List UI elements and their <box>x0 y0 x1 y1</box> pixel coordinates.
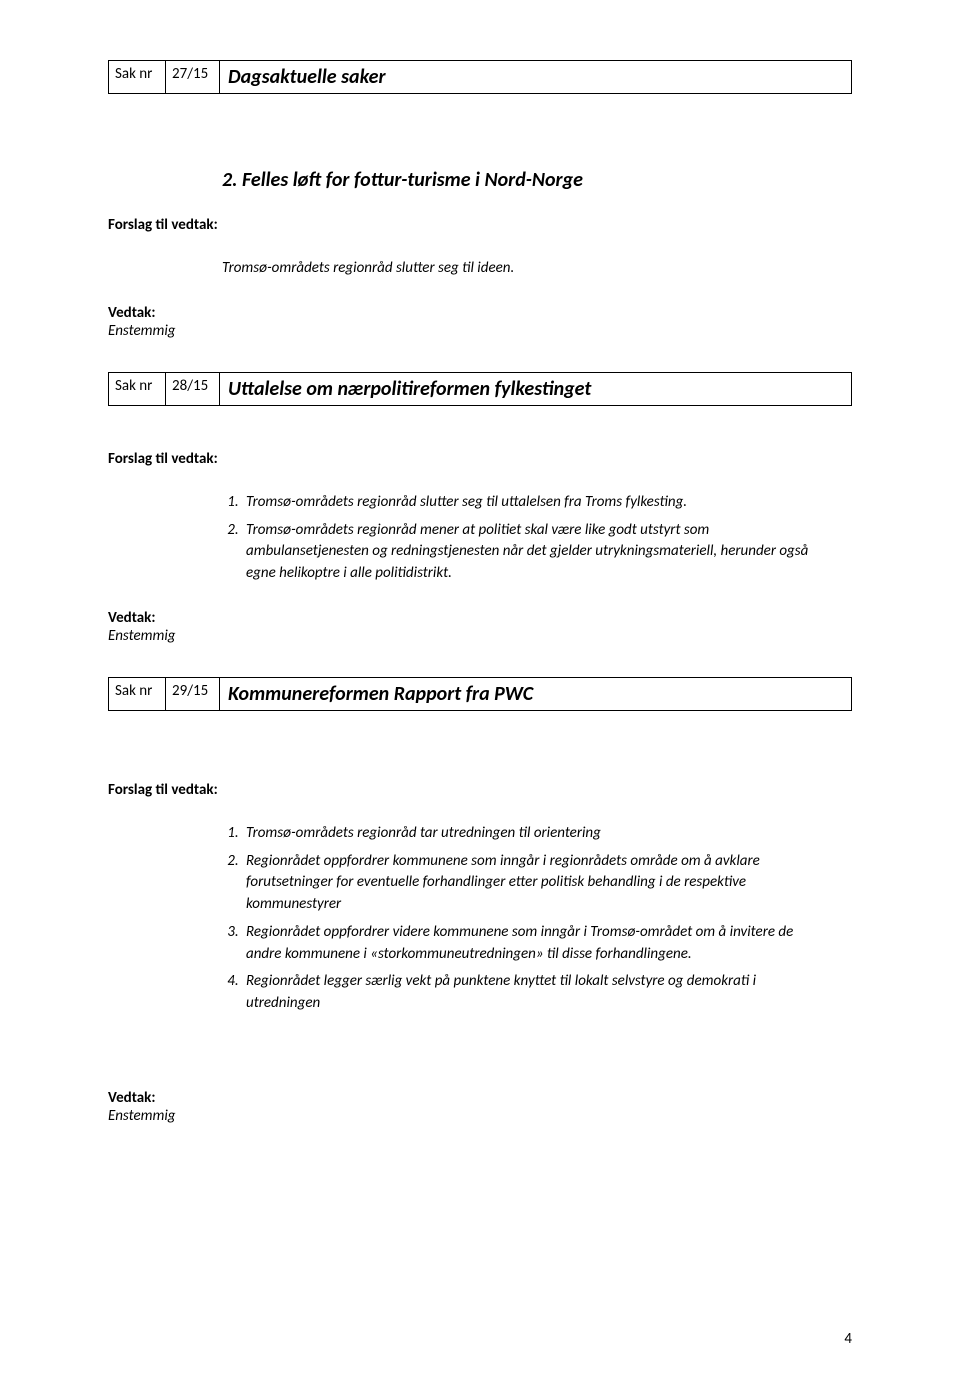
sak-number-cell: 29/15 <box>166 677 220 711</box>
list-item: Regionrådet legger særlig vekt på punkte… <box>242 971 816 1015</box>
sak-title-cell: Dagsaktuelle saker <box>220 60 852 94</box>
vedtak-value: Enstemmig <box>108 1107 852 1125</box>
vedtak-value: Enstemmig <box>108 627 852 645</box>
vedtak-block: Vedtak: Enstemmig <box>108 609 852 645</box>
vedtak-block: Vedtak: Enstemmig <box>108 1089 852 1125</box>
forslag-list: Tromsø-områdets regionråd slutter seg ti… <box>222 492 852 585</box>
vedtak-value: Enstemmig <box>108 322 852 340</box>
vedtak-block: Vedtak: Enstemmig <box>108 304 852 340</box>
list-item: Regionrådet oppfordrer kommunene som inn… <box>242 851 816 916</box>
sak-row: Sak nr 28/15 Uttalelse om nærpolitirefor… <box>108 372 852 406</box>
page-number: 4 <box>844 1330 852 1348</box>
vedtak-label: Vedtak: <box>108 1089 852 1107</box>
sak-title-cell: Kommunereformen Rapport fra PWC <box>220 677 852 711</box>
list-item: Regionrådet oppfordrer videre kommunene … <box>242 922 816 966</box>
forslag-label: Forslag til vedtak: <box>108 781 852 799</box>
forslag-list: Tromsø-områdets regionråd tar utredninge… <box>222 823 852 1015</box>
sak-row: Sak nr 27/15 Dagsaktuelle saker <box>108 60 852 94</box>
sak-label-cell: Sak nr <box>108 677 166 711</box>
vedtak-label: Vedtak: <box>108 304 852 322</box>
list-item: Tromsø-områdets regionråd tar utredninge… <box>242 823 816 845</box>
sak-title-cell: Uttalelse om nærpolitireformen fylkestin… <box>220 372 852 406</box>
sak-label-cell: Sak nr <box>108 60 166 94</box>
list-item: Tromsø-områdets regionråd slutter seg ti… <box>242 492 816 514</box>
sak-row: Sak nr 29/15 Kommunereformen Rapport fra… <box>108 677 852 711</box>
list-item: Tromsø-områdets regionråd mener at polit… <box>242 520 816 585</box>
forslag-body: Tromsø-områdets regionråd slutter seg ti… <box>222 258 852 280</box>
sak-number-cell: 27/15 <box>166 60 220 94</box>
sak-number-cell: 28/15 <box>166 372 220 406</box>
forslag-label: Forslag til vedtak: <box>108 216 852 234</box>
sub-heading: 2. Felles løft for fottur-turisme i Nord… <box>222 168 852 192</box>
vedtak-label: Vedtak: <box>108 609 852 627</box>
forslag-label: Forslag til vedtak: <box>108 450 852 468</box>
sak-label-cell: Sak nr <box>108 372 166 406</box>
